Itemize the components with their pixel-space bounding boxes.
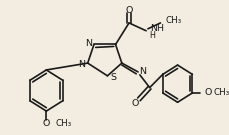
Text: O: O	[203, 88, 210, 97]
Text: CH₃: CH₃	[212, 88, 228, 97]
Text: O: O	[131, 99, 138, 108]
Text: NH: NH	[149, 24, 163, 33]
Text: N: N	[85, 39, 92, 48]
Text: O: O	[42, 119, 50, 128]
Text: H: H	[149, 31, 155, 40]
Text: O: O	[125, 6, 132, 15]
Text: CH₃: CH₃	[55, 119, 71, 128]
Text: N: N	[138, 67, 145, 76]
Text: CH₃: CH₃	[165, 16, 181, 26]
Text: N: N	[78, 60, 85, 69]
Text: S: S	[110, 73, 116, 82]
